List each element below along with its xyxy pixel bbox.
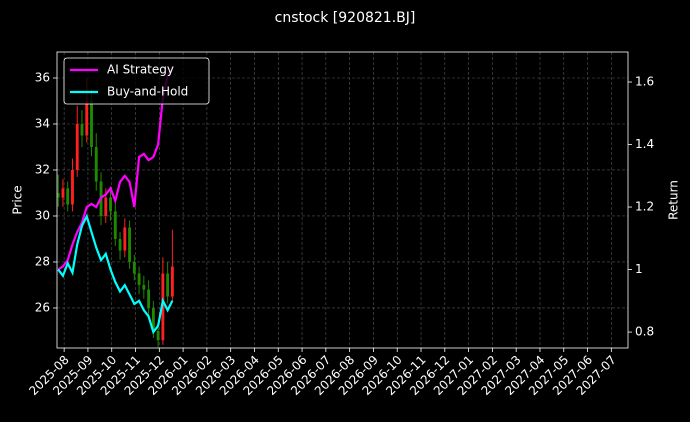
candle-body (156, 330, 160, 341)
series-line (57, 65, 174, 271)
candle-body (123, 227, 127, 251)
y-tick-label: 36 (35, 70, 50, 84)
series-line (57, 213, 174, 335)
y2-tick-label: 1 (635, 262, 643, 276)
y-tick-label: 30 (35, 208, 50, 222)
y2-axis-label: Return (667, 180, 681, 220)
candle-body (170, 266, 174, 297)
candle-body (161, 273, 165, 341)
y2-tick-label: 1.6 (635, 75, 654, 89)
candle-body (151, 307, 155, 331)
candle-body (80, 123, 84, 136)
candle-body (75, 123, 79, 170)
candle-body (137, 273, 141, 285)
legend-label: Buy-and-Hold (107, 85, 188, 99)
candle-body (166, 273, 170, 297)
legend-box (63, 57, 210, 105)
candle-body (128, 227, 131, 262)
candle-body (94, 146, 98, 182)
y-tick-label: 32 (35, 162, 50, 176)
y-axis-label: Price (11, 185, 25, 214)
plot-area (57, 65, 174, 348)
candle-body (61, 188, 65, 198)
candle-body (71, 169, 74, 205)
y-tick-label: 34 (35, 116, 50, 130)
y-tick-label: 26 (35, 300, 50, 314)
y2-tick-label: 1.2 (635, 200, 654, 214)
chart-title: cnstock [920821.BJ] (275, 10, 416, 26)
candle-body (147, 289, 151, 308)
y-tick-label: 28 (35, 254, 50, 268)
candle-body (57, 192, 60, 198)
plot-frame (56, 51, 629, 349)
legend-label: AI Strategy (107, 63, 174, 77)
candle-body (142, 284, 146, 290)
candle-body (109, 197, 112, 212)
candle-body (90, 100, 93, 147)
candle-body (66, 188, 70, 205)
candle-body (132, 261, 136, 274)
candle-body (104, 197, 108, 216)
candle-body (118, 238, 122, 251)
candle-body (113, 211, 117, 239)
candle-body (85, 100, 89, 136)
y2-tick-label: 0.8 (635, 325, 654, 339)
y2-tick-label: 1.4 (635, 137, 654, 151)
